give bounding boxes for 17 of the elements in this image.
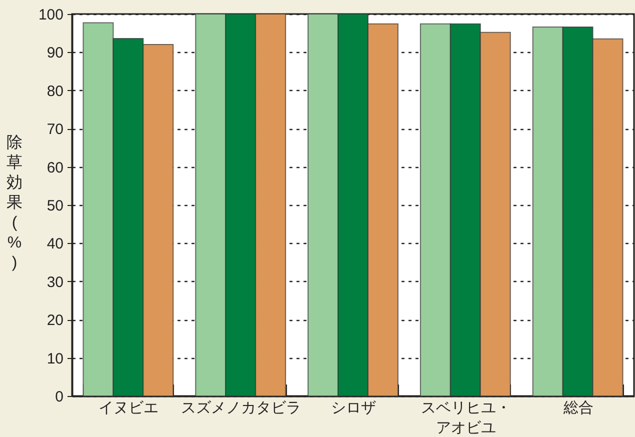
- y-tick-label: 30: [46, 274, 64, 291]
- x-tick-label: シロザ: [331, 400, 376, 416]
- y-tick-label: 40: [46, 236, 64, 253]
- y-tick-label: 50: [46, 198, 64, 214]
- y-tick-label: 100: [38, 6, 64, 24]
- y-tick-label: 60: [46, 159, 64, 176]
- x-tick-label: イヌビエ: [98, 400, 159, 416]
- y-tick-label: 0: [55, 388, 64, 406]
- y-tick-label: 70: [46, 121, 64, 138]
- x-tick-label: 総合: [562, 400, 594, 416]
- y-tick-label: 80: [46, 82, 64, 100]
- y-axis-title: 除草効果(%): [6, 134, 22, 272]
- y-tick-label: 90: [46, 44, 64, 62]
- x-tick-label: スベリヒユ・アオビユ: [420, 400, 511, 436]
- y-tick-label: 10: [46, 350, 64, 368]
- y-tick-label: 20: [46, 312, 64, 330]
- x-tick-label: スズメノカタビラ: [181, 400, 302, 416]
